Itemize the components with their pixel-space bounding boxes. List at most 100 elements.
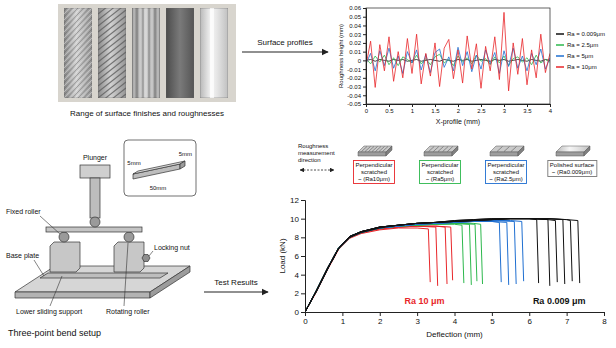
tick-mark xyxy=(435,104,436,107)
text-line: Polished surface xyxy=(550,162,595,168)
y-axis-title: Roughness height (mm) xyxy=(338,24,344,88)
tick-mark xyxy=(301,219,305,220)
profile-line xyxy=(366,12,550,91)
load-curve xyxy=(305,226,447,312)
sample-front xyxy=(358,152,386,156)
scratch xyxy=(134,8,135,98)
tick: 0 xyxy=(358,58,366,64)
axis-line xyxy=(363,9,367,105)
tick: 12 xyxy=(290,196,305,205)
sample-label-box xyxy=(419,161,460,184)
locking-nut xyxy=(142,255,150,262)
sample-scratch xyxy=(504,147,510,152)
tick-mark xyxy=(529,312,530,316)
sample-key: Polished surface~ (Ra0.009μm) xyxy=(548,146,597,177)
tick-mark xyxy=(481,104,482,107)
scratch xyxy=(137,8,138,98)
scratch xyxy=(98,8,126,26)
tick: 8 xyxy=(602,312,607,326)
tick-label: 0.06 xyxy=(349,5,361,11)
text-line: ~ (Ra5μm) xyxy=(426,176,455,182)
load-curve xyxy=(305,221,516,312)
tick: 2 xyxy=(295,289,305,298)
load-curve xyxy=(305,223,471,312)
tick-mark xyxy=(301,275,305,276)
sample-front xyxy=(424,152,452,156)
tick-label: 3 xyxy=(503,108,507,114)
tick-label: 3.5 xyxy=(523,108,532,114)
flow-arrow xyxy=(242,51,328,52)
load-curve xyxy=(305,221,509,312)
bar-body xyxy=(200,8,228,98)
sample-bar xyxy=(98,8,126,98)
tick-label: 0.05 xyxy=(349,14,361,20)
load-curve xyxy=(305,221,501,312)
plunger-roller xyxy=(90,217,100,227)
scratch xyxy=(152,8,153,98)
leader-line xyxy=(149,251,153,256)
tick: 0.02 xyxy=(349,40,366,46)
diagram-label: Plunger xyxy=(83,154,108,162)
tick-label: -0.02 xyxy=(347,75,361,81)
roller xyxy=(124,232,134,242)
tick-mark xyxy=(301,237,305,238)
scratch xyxy=(98,8,126,20)
sample-label: Perpendicularscratched~ (Ra2.5μm) xyxy=(485,161,526,184)
legend-swatch xyxy=(556,44,564,46)
legend-swatch xyxy=(556,33,564,35)
text-line: scratched xyxy=(361,169,387,175)
tick-mark xyxy=(527,104,528,107)
plunger-head xyxy=(80,165,110,178)
scratch xyxy=(98,58,126,80)
sample-side xyxy=(518,146,524,156)
sample-scratch xyxy=(497,147,503,152)
sample-label-line: Perpendicularscratched xyxy=(487,162,524,175)
y-axis-title: Load (kN) xyxy=(278,238,287,273)
inset-frame xyxy=(124,140,196,196)
axis: 00.511.522.533.54 xyxy=(365,104,553,114)
sample-bar xyxy=(166,8,194,98)
scratch xyxy=(98,70,126,92)
tick-mark xyxy=(363,17,366,18)
tick-mark xyxy=(363,87,366,88)
legend-entry: Ra = 10μm xyxy=(556,64,597,70)
sliding-support xyxy=(114,242,144,272)
tick-mark xyxy=(412,104,413,107)
leader-line xyxy=(40,216,60,234)
leader-line xyxy=(50,276,62,306)
tick-label: 4 xyxy=(453,317,458,326)
legend-label: Ra = 2.5μm xyxy=(567,42,598,48)
tick: 8 xyxy=(295,233,305,242)
axis-line xyxy=(306,313,605,317)
text-line: Perpendicular xyxy=(355,162,392,168)
sample-label: Perpendicularscratched~ (Ra10μm) xyxy=(353,161,394,184)
sample-scratch xyxy=(429,147,435,152)
tick-label: 0 xyxy=(365,108,369,114)
inset-bar-side xyxy=(180,161,185,169)
tick-label: 2 xyxy=(378,317,383,326)
text-line: measurement xyxy=(298,150,335,156)
plunger-shaft xyxy=(90,178,100,218)
tick: 0 xyxy=(365,104,369,114)
scratch xyxy=(64,74,92,98)
scratch xyxy=(98,40,126,62)
text-line: scratched xyxy=(427,169,453,175)
tick: 4 xyxy=(453,312,458,326)
tick: 3 xyxy=(415,312,420,326)
load-curve xyxy=(305,224,464,312)
tick: 4 xyxy=(295,271,305,280)
text-line: Roughness xyxy=(298,143,328,149)
tick: 0.04 xyxy=(349,23,366,29)
tick: 0.06 xyxy=(349,5,366,11)
tick: 0.03 xyxy=(349,32,366,38)
tick: 0.01 xyxy=(349,49,366,55)
text-line: Perpendicular xyxy=(487,162,524,168)
diagram-label: Rotating roller xyxy=(106,308,150,316)
sample-key: Perpendicularscratched~ (Ra10μm) xyxy=(353,146,394,184)
profile-chart: 00.511.522.533.54-0.05-0.04-0.03-0.02-0.… xyxy=(338,5,605,126)
tick: 3.5 xyxy=(523,104,532,114)
tick: -0.04 xyxy=(347,93,366,99)
tick-mark xyxy=(492,312,493,316)
diagram-label: Locking nut xyxy=(154,244,190,252)
scratch xyxy=(146,8,147,98)
